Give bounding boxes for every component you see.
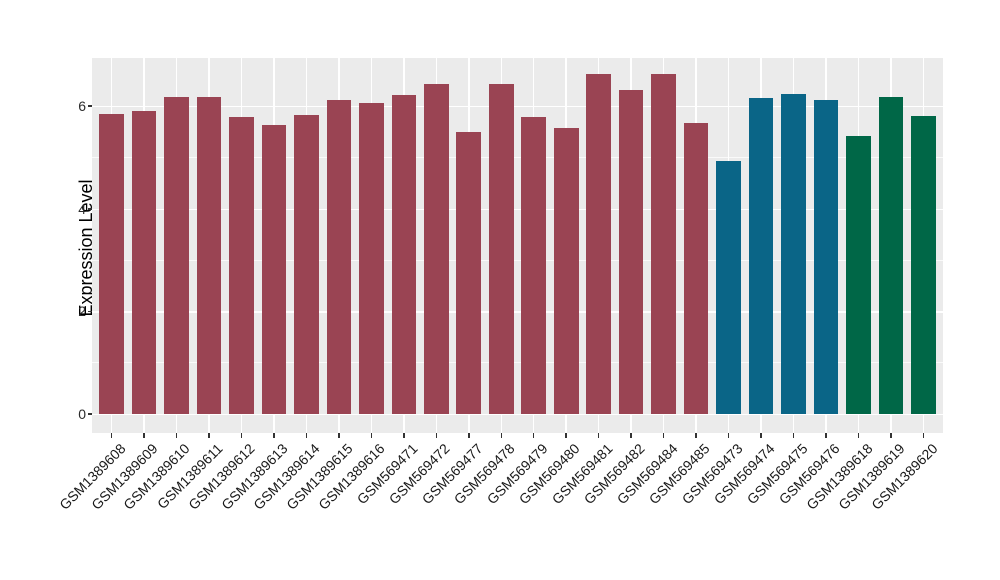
bar [359,103,384,414]
bar [294,114,319,414]
x-tick [403,433,405,438]
x-tick [890,433,892,438]
bar [99,113,124,414]
y-tick [87,208,92,210]
x-tick [695,433,697,438]
x-tick [565,433,567,438]
bar [131,110,157,414]
x-tick [630,433,632,438]
y-tick-label: 0 [78,406,86,422]
x-tick [208,433,210,438]
y-tick-label: 2 [78,303,86,320]
bar [521,117,547,414]
y-tick [87,413,92,415]
x-tick [792,433,795,438]
x-tick [240,433,243,438]
bar [229,116,254,414]
x-tick [857,433,860,438]
bar [878,97,904,414]
gridline-major [92,208,943,211]
bar [911,115,936,414]
x-tick [435,433,438,438]
y-tick-label: 6 [78,98,86,115]
x-tick [727,433,730,438]
y-tick-label: 4 [78,200,86,217]
bar [586,73,611,414]
chart-panel [92,58,943,433]
gridline-minor [92,362,943,364]
x-tick [760,433,762,438]
bar [683,122,709,414]
x-tick [338,433,340,438]
x-tick [468,433,470,438]
bar [553,127,579,414]
x-tick [922,433,925,438]
bar [781,93,806,414]
gridline-minor [92,157,943,158]
y-tick [87,105,92,107]
x-tick [500,433,502,438]
y-tick [87,310,92,313]
x-tick [273,433,275,438]
bar [326,99,352,414]
x-tick [175,433,178,438]
bar [846,135,871,414]
bar [716,160,741,414]
bar [391,94,417,414]
x-tick [825,433,827,438]
gridline-minor [92,259,943,261]
bar [813,99,839,414]
bar [456,132,482,414]
x-tick [110,433,113,438]
bar [651,73,676,414]
bar [164,97,189,414]
x-tick [305,433,308,438]
bar [748,97,774,414]
bar [488,84,514,414]
bar [618,89,644,414]
x-tick [597,433,600,438]
bar [261,124,287,414]
bar [424,84,449,414]
x-tick [532,433,535,438]
gridline-major [92,105,943,108]
x-tick [370,433,373,438]
x-tick [662,433,665,438]
gridline-major [92,311,943,313]
x-tick [143,433,145,438]
gridline-major [92,413,943,416]
bar [196,97,222,414]
